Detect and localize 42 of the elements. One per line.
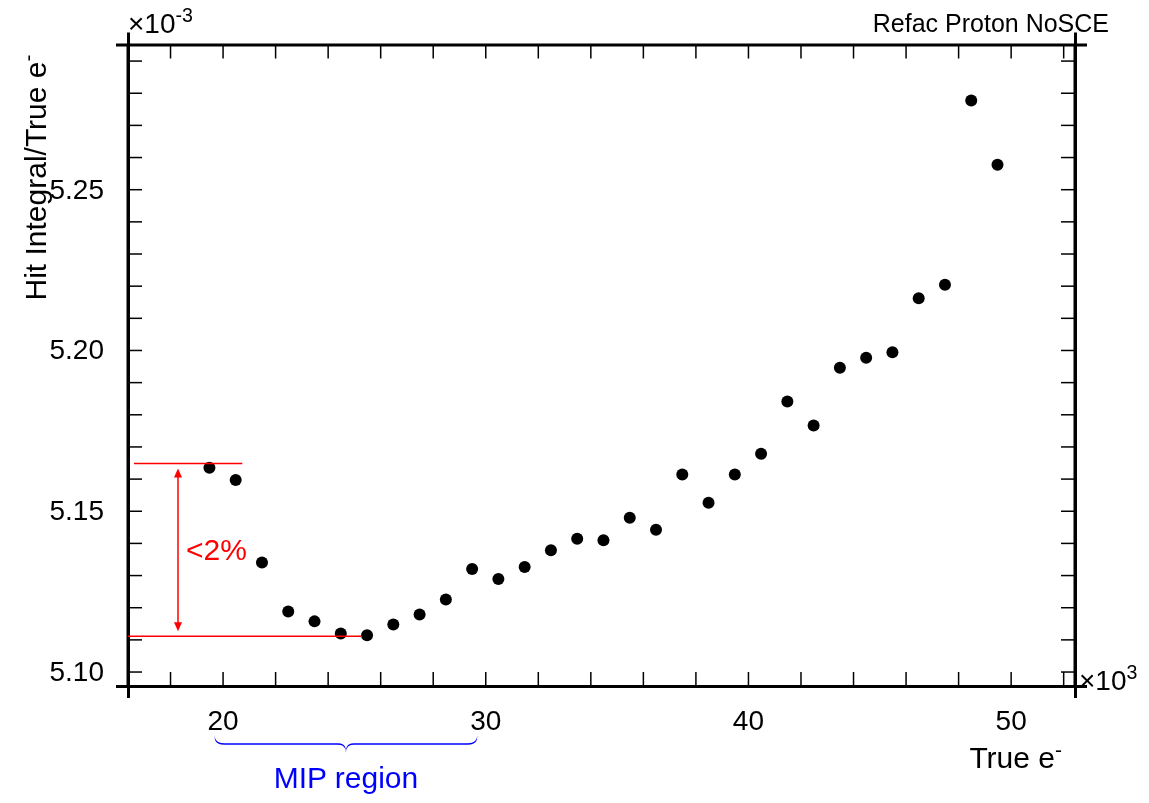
point [886,346,899,359]
point [361,629,374,642]
x-axis-title: True e$^{-}$ [969,737,1062,774]
point [965,94,978,107]
point [781,395,794,408]
point [807,419,820,432]
y-tick-label: 5.10 [49,655,104,687]
x-tick-label: 30 [470,704,502,736]
point [991,158,1004,171]
point [623,511,636,524]
x-tick-label: 40 [732,704,765,736]
point [255,556,268,569]
point [492,572,505,585]
annotation: <2% [186,532,247,566]
point [938,278,951,291]
text: MIP region [273,761,419,794]
point [466,562,479,575]
point [544,544,557,557]
x-tick-label: 50 [995,704,1027,736]
text: ×10$^{3}$ [1079,661,1138,696]
point [702,496,715,509]
point [282,605,295,618]
point [728,468,741,481]
point [229,473,242,486]
y-tick-label: 5.20 [49,334,104,366]
point [597,534,610,547]
point [439,593,452,606]
point [676,468,689,481]
point [833,361,846,374]
point [308,615,321,628]
x-tick-label: 20 [207,704,239,736]
text: ×10$^{-3}$ [128,3,194,39]
chart-title: Refac Proton NoSCE [872,9,1109,37]
point [650,523,663,536]
point [860,351,873,364]
point [518,561,531,574]
point [387,618,400,631]
point [912,292,925,305]
point [571,532,584,545]
point [413,608,426,621]
point [755,447,768,460]
y-tick-label: 5.15 [49,495,104,527]
